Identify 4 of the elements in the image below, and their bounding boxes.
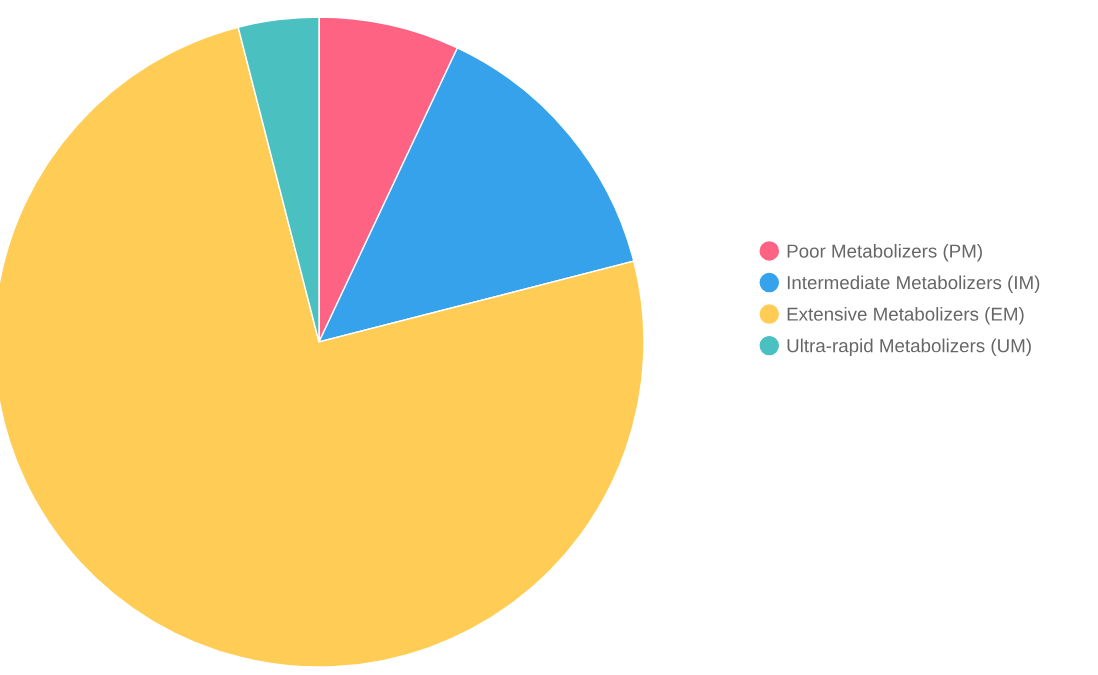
legend-label: Intermediate Metabolizers (IM) xyxy=(787,275,1040,293)
legend-label: Ultra-rapid Metabolizers (UM) xyxy=(787,338,1031,357)
legend-label: Poor Metabolizers (PM) xyxy=(787,243,982,262)
legend-label: Extensive Metabolizers (EM) xyxy=(787,307,1024,325)
